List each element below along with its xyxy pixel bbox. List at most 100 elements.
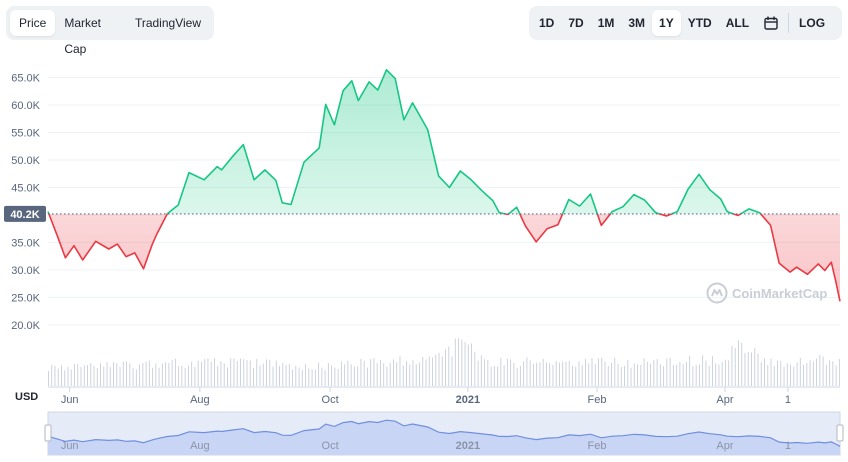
volume-bar [806,362,808,386]
volume-bar [832,361,834,386]
tab-tradingview[interactable]: TradingView [134,16,201,30]
volume-bar [454,338,456,386]
volume-bar [386,366,388,386]
volume-bar [838,359,840,386]
volume-bar [633,363,635,386]
volume-bar [578,361,580,386]
volume-bar [90,363,92,386]
volume-bar [406,361,407,386]
volume-bar [396,362,398,386]
navigator-handle-right[interactable] [836,424,844,442]
volume-bar [822,356,824,386]
volume-bar [256,358,258,386]
volume-bar [200,361,202,386]
log-scale-toggle[interactable]: LOG [799,16,826,30]
reference-label-bg [4,205,46,222]
volume-bar [545,362,547,386]
volume-bar [428,356,430,386]
volume-bar [523,361,525,386]
range-7d-button[interactable]: 7D [568,16,584,30]
volume-bar [594,364,596,386]
chart-type-tabs: Price Market Cap TradingView [6,6,214,56]
watermark-text: CoinMarketCap [732,285,828,301]
range-1m-button[interactable]: 1M [597,16,615,30]
volume-bar [282,362,284,386]
volume-bar [246,360,248,386]
range-1d-button[interactable]: 1D [539,16,555,30]
volume-bar [314,369,316,386]
volume-bar [415,364,417,386]
volume-bar [799,357,801,386]
price-line-up [47,69,762,214]
volume-bar [295,365,297,386]
volume-bar [474,351,476,386]
volume-bar [458,338,460,386]
volume-bar [393,359,394,386]
volume-bar [240,358,241,386]
volume-bar [503,365,505,386]
volume-bar [366,367,368,386]
volume-bar [132,367,134,386]
volume-bar [565,361,567,386]
volume-bar [829,360,831,386]
volume-bar [796,362,798,386]
volume-bar [484,359,486,386]
y-tick-label: 25.0K [11,292,40,304]
y-tick-label: 55.0K [11,127,40,139]
volume-bar [659,364,661,386]
volume-bar [601,357,603,386]
volume-bar [617,363,619,386]
range-1y-button[interactable]: 1Y [652,10,681,36]
volume-bar [812,361,814,386]
volume-bar [711,356,713,386]
volume-bar [783,366,785,386]
volume-bar [790,364,791,386]
volume-bar [432,357,433,386]
volume-bar [318,362,320,386]
volume-bar [363,360,365,386]
volume-bar [692,366,694,386]
volume-bar [347,360,349,386]
volume-bar [598,358,599,386]
volume-bar [685,362,687,386]
volume-bar [194,367,196,386]
range-3m-button[interactable]: 3M [628,16,646,30]
range-all-button[interactable]: ALL [725,16,750,30]
volume-bar [724,359,726,386]
navigator-handle-left[interactable] [44,424,52,442]
volume-bar [519,366,521,386]
tab-market-cap[interactable]: Market Cap [64,16,102,56]
volume-bar [588,363,590,386]
navigator-tick-label: Oct [322,440,339,452]
volume-bar [161,363,163,386]
calendar-icon[interactable] [758,10,784,36]
volume-bar [572,365,573,386]
tab-price[interactable]: Price [10,10,56,36]
volume-bar [506,358,508,386]
volume-bar [87,365,88,386]
volume-bar [360,359,362,386]
volume-bar [106,362,108,386]
volume-bar [611,362,612,386]
volume-bar [340,361,342,386]
volume-bar [139,364,141,386]
volume-bar [344,364,346,386]
y-tick-label: 65.0K [11,72,40,84]
toolbar-divider [788,13,790,33]
reference-label: 40.2K [10,209,39,221]
volume-bar [178,366,180,386]
volume-bar [471,343,473,386]
volume-bar [425,359,427,386]
range-ytd-button[interactable]: YTD [687,16,712,30]
volume-bar [80,367,82,386]
watermark: CoinMarketCap [706,282,827,304]
volume-bar [793,366,795,386]
volume-bar [526,357,528,386]
price-area-up [48,69,761,214]
volume-bar [402,365,404,386]
volume-bar [64,370,66,386]
volume-bar [126,361,128,386]
volume-bar [715,363,717,386]
volume-bar [666,358,668,386]
